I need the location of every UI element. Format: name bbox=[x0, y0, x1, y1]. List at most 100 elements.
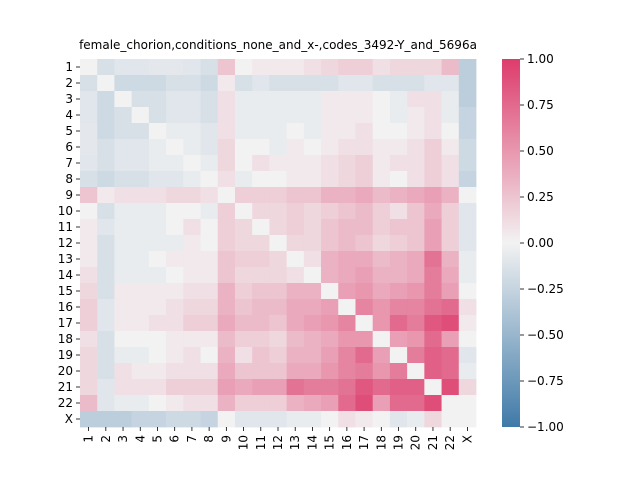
heatmap-cell-16-1 bbox=[80, 299, 98, 316]
heatmap-cell-7-16 bbox=[338, 155, 356, 172]
heatmap-cell-20-22 bbox=[441, 363, 460, 380]
heatmap-cell-19-1 bbox=[80, 347, 98, 364]
heatmap-cell-14-22 bbox=[441, 267, 460, 284]
heatmap-cell-22-11 bbox=[252, 395, 270, 412]
heatmap-cell-13-20 bbox=[407, 251, 425, 268]
heatmap-cell-14-6 bbox=[166, 267, 184, 284]
heatmap-cell-X-X bbox=[458, 411, 477, 428]
heatmap-cell-1-18 bbox=[372, 59, 391, 76]
heatmap-cell-9-X bbox=[458, 187, 477, 204]
heatmap-cell-X-1 bbox=[80, 411, 98, 428]
heatmap-cell-11-22 bbox=[441, 219, 460, 236]
heatmap-cell-12-1 bbox=[80, 235, 98, 252]
heatmap-cell-4-6 bbox=[166, 107, 184, 124]
heatmap-cell-5-10 bbox=[234, 123, 253, 140]
heatmap-cell-17-22 bbox=[441, 315, 460, 332]
heatmap-cell-12-18 bbox=[372, 235, 391, 252]
heatmap-cell-14-13 bbox=[286, 267, 305, 284]
heatmap-cell-2-6 bbox=[166, 75, 184, 92]
heatmap-cell-5-20 bbox=[407, 123, 425, 140]
heatmap-cell-3-1 bbox=[80, 91, 98, 108]
heatmap-cell-X-5 bbox=[148, 411, 167, 428]
colorbar-tick-label: 0.25 bbox=[527, 190, 554, 204]
heatmap-cell-18-21 bbox=[424, 331, 442, 348]
heatmap-cell-15-12 bbox=[269, 283, 288, 300]
heatmap-cell-7-22 bbox=[441, 155, 460, 172]
heatmap-cell-7-15 bbox=[321, 155, 339, 172]
heatmap-cell-8-17 bbox=[355, 171, 374, 188]
heatmap-cell-5-22 bbox=[441, 123, 460, 140]
heatmap-cell-1-16 bbox=[338, 59, 356, 76]
heatmap-cell-16-4 bbox=[131, 299, 150, 316]
heatmap-cell-21-2 bbox=[97, 379, 115, 396]
heatmap-cell-17-11 bbox=[252, 315, 270, 332]
heatmap-cell-21-11 bbox=[252, 379, 270, 396]
heatmap-cell-4-8 bbox=[200, 107, 219, 124]
heatmap-cell-12-X bbox=[458, 235, 477, 252]
heatmap-cell-7-12 bbox=[269, 155, 288, 172]
heatmap-cell-16-13 bbox=[286, 299, 305, 316]
heatmap-cell-9-8 bbox=[200, 187, 219, 204]
heatmap-cell-X-3 bbox=[114, 411, 133, 428]
heatmap-cell-1-X bbox=[458, 59, 477, 76]
heatmap-cell-6-13 bbox=[286, 139, 305, 156]
heatmap-cell-1-17 bbox=[355, 59, 374, 76]
heatmap-cell-21-20 bbox=[407, 379, 425, 396]
heatmap-cell-10-6 bbox=[166, 203, 184, 220]
heatmap-cell-11-21 bbox=[424, 219, 442, 236]
heatmap-cell-19-5 bbox=[148, 347, 167, 364]
heatmap-cell-3-6 bbox=[166, 91, 184, 108]
heatmap-cell-8-2 bbox=[97, 171, 115, 188]
x-tick-label: 1 bbox=[82, 435, 96, 443]
heatmap-cell-20-11 bbox=[252, 363, 270, 380]
heatmap-cell-15-7 bbox=[183, 283, 201, 300]
heatmap-cell-14-17 bbox=[355, 267, 374, 284]
heatmap-cell-5-15 bbox=[321, 123, 339, 140]
heatmap-cell-X-21 bbox=[424, 411, 442, 428]
heatmap-cell-14-19 bbox=[389, 267, 408, 284]
heatmap-cell-13-16 bbox=[338, 251, 356, 268]
heatmap-cell-3-13 bbox=[286, 91, 305, 108]
heatmap-cell-19-10 bbox=[234, 347, 253, 364]
heatmap-cell-1-22 bbox=[441, 59, 460, 76]
heatmap-cell-8-13 bbox=[286, 171, 305, 188]
heatmap-cell-X-13 bbox=[286, 411, 305, 428]
heatmap-cell-3-2 bbox=[97, 91, 115, 108]
heatmap-cell-3-22 bbox=[441, 91, 460, 108]
heatmap-cell-2-3 bbox=[114, 75, 133, 92]
heatmap-cell-19-14 bbox=[303, 347, 322, 364]
heatmap-cell-21-4 bbox=[131, 379, 150, 396]
heatmap-cell-14-2 bbox=[97, 267, 115, 284]
heatmap-cell-22-12 bbox=[269, 395, 288, 412]
heatmap-cell-X-9 bbox=[217, 411, 236, 428]
heatmap-cell-12-13 bbox=[286, 235, 305, 252]
heatmap-cell-X-18 bbox=[372, 411, 391, 428]
heatmap-cell-3-11 bbox=[252, 91, 270, 108]
heatmap-cell-13-4 bbox=[131, 251, 150, 268]
heatmap-cell-19-13 bbox=[286, 347, 305, 364]
y-tick-label: 18 bbox=[58, 332, 73, 346]
heatmap-cell-15-3 bbox=[114, 283, 133, 300]
heatmap-cell-20-X bbox=[458, 363, 477, 380]
y-tick-label: X bbox=[65, 412, 73, 426]
heatmap-cell-4-3 bbox=[114, 107, 133, 124]
heatmap-cell-18-3 bbox=[114, 331, 133, 348]
colorbar-ticks: 1.00 0.75 0.50 0.25 0.00 −0.25 −0.50 −0.75 −1.00 bbox=[520, 52, 564, 434]
heatmap-cell-10-2 bbox=[97, 203, 115, 220]
heatmap-cell-17-21 bbox=[424, 315, 442, 332]
heatmap-cell-10-15 bbox=[321, 203, 339, 220]
heatmap-cell-20-2 bbox=[97, 363, 115, 380]
heatmap-cell-20-13 bbox=[286, 363, 305, 380]
heatmap-cell-6-6 bbox=[166, 139, 184, 156]
heatmap-cell-15-17 bbox=[355, 283, 374, 300]
heatmap-cell-15-22 bbox=[441, 283, 460, 300]
y-tick-label: 10 bbox=[58, 204, 73, 218]
y-tick-label: 6 bbox=[65, 140, 73, 154]
heatmap-cell-5-5 bbox=[148, 123, 167, 140]
heatmap-cell-5-8 bbox=[200, 123, 219, 140]
heatmap-cell-X-17 bbox=[355, 411, 374, 428]
heatmap-cell-22-8 bbox=[200, 395, 219, 412]
y-tick-label: 14 bbox=[58, 268, 73, 282]
heatmap-cell-19-19 bbox=[389, 347, 408, 364]
